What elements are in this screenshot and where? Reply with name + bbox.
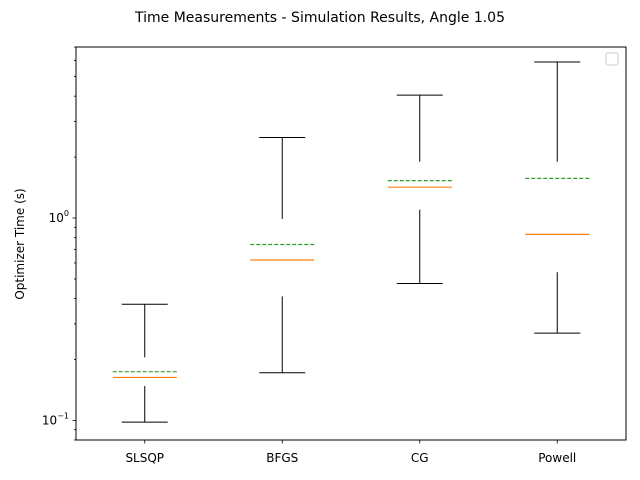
x-tick-label: Powell xyxy=(538,451,576,465)
x-tick-label: SLSQP xyxy=(125,451,164,465)
axes-frame xyxy=(75,46,627,441)
chart-title: Time Measurements - Simulation Results, … xyxy=(134,10,505,26)
y-axis-label: Optimizer Time (s) xyxy=(13,188,27,299)
y-tick-label: 10−1 xyxy=(42,411,69,427)
plot-area: 10−1 100 SLSQP BFGS CG Powell xyxy=(42,46,590,465)
y-tick-label: 100 xyxy=(49,209,69,225)
x-tick-label: CG xyxy=(411,451,429,465)
x-tick-label: BFGS xyxy=(266,451,298,465)
legend-box xyxy=(605,52,619,66)
